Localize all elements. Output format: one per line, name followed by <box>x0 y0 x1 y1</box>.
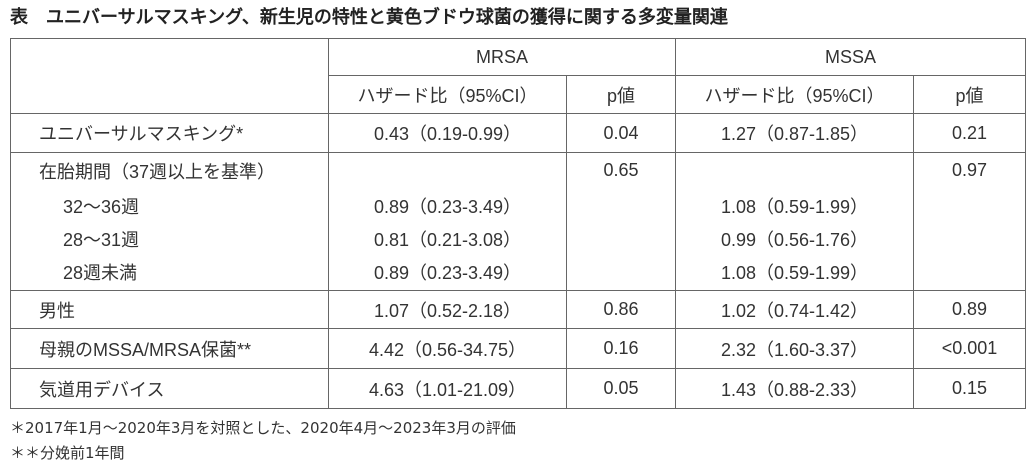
cell: 1.08（0.59-1.99） <box>675 188 915 223</box>
subrow-label: 28週未満 <box>10 254 329 291</box>
cell <box>913 222 1027 255</box>
cell: 1.43（0.88-2.33） <box>675 368 915 409</box>
subrow-label: 28～31週 <box>10 222 329 255</box>
cell: 1.08（0.59-1.99） <box>675 254 915 291</box>
cell: 1.07（0.52-2.18） <box>328 290 567 329</box>
cell <box>913 254 1027 291</box>
cell: 4.63（1.01-21.09） <box>328 368 567 409</box>
cell: 0.86 <box>565 290 677 329</box>
cell: 0.43（0.19-0.99） <box>328 113 567 153</box>
row-label: ユニバーサルマスキング* <box>10 113 329 153</box>
cell: 0.99（0.56-1.76） <box>675 222 915 255</box>
row-label: 在胎期間（37週以上を基準） <box>10 152 329 189</box>
row-label: 母親のMSSA/MRSA保菌** <box>10 328 329 369</box>
cell: 0.65 <box>565 152 677 189</box>
cell: 0.89 <box>913 290 1027 329</box>
cell: <0.001 <box>913 328 1027 369</box>
group-header: MRSA <box>327 38 677 76</box>
title: 表 ユニバーサルマスキング、新生児の特性と黄色ブドウ球菌の獲得に関する多変量関連 <box>10 7 728 28</box>
footnote: ＊2017年1月～2020年3月を対照とした、2020年4月～2023年3月の評… <box>10 419 516 437</box>
corner <box>10 38 329 114</box>
cell: 0.21 <box>913 113 1027 153</box>
cell <box>675 152 915 189</box>
row-label: 男性 <box>10 290 329 329</box>
cell <box>565 254 677 291</box>
footnote: ＊＊分娩前1年間 <box>10 444 125 462</box>
cell: 1.02（0.74-1.42） <box>675 290 915 329</box>
cell <box>328 152 567 189</box>
subheader: p値 <box>565 75 677 114</box>
subheader: ハザード比（95%CI） <box>328 75 567 114</box>
cell <box>565 188 677 223</box>
cell: 0.89（0.23-3.49） <box>328 254 567 291</box>
cell: 0.81（0.21-3.08） <box>328 222 567 255</box>
cell: 0.15 <box>913 368 1027 409</box>
cell: 0.16 <box>565 328 677 369</box>
subheader: ハザード比（95%CI） <box>675 75 915 114</box>
cell: 2.32（1.60-3.37） <box>675 328 915 369</box>
cell: 4.42（0.56-34.75） <box>328 328 567 369</box>
subrow-label: 32～36週 <box>10 188 329 223</box>
cell: 0.04 <box>565 113 677 153</box>
cell <box>565 222 677 255</box>
row-label: 気道用デバイス <box>10 368 329 409</box>
table: MRSA MSSA ハザード比（95%CI） p値 ハザード比（95%CI） p… <box>10 38 1027 409</box>
group-header: MSSA <box>675 38 1027 76</box>
cell: 0.05 <box>565 368 677 409</box>
cell: 0.97 <box>913 152 1027 189</box>
subheader: p値 <box>913 75 1027 114</box>
cell: 0.89（0.23-3.49） <box>328 188 567 223</box>
cell: 1.27（0.87-1.85） <box>675 113 915 153</box>
cell <box>913 188 1027 223</box>
